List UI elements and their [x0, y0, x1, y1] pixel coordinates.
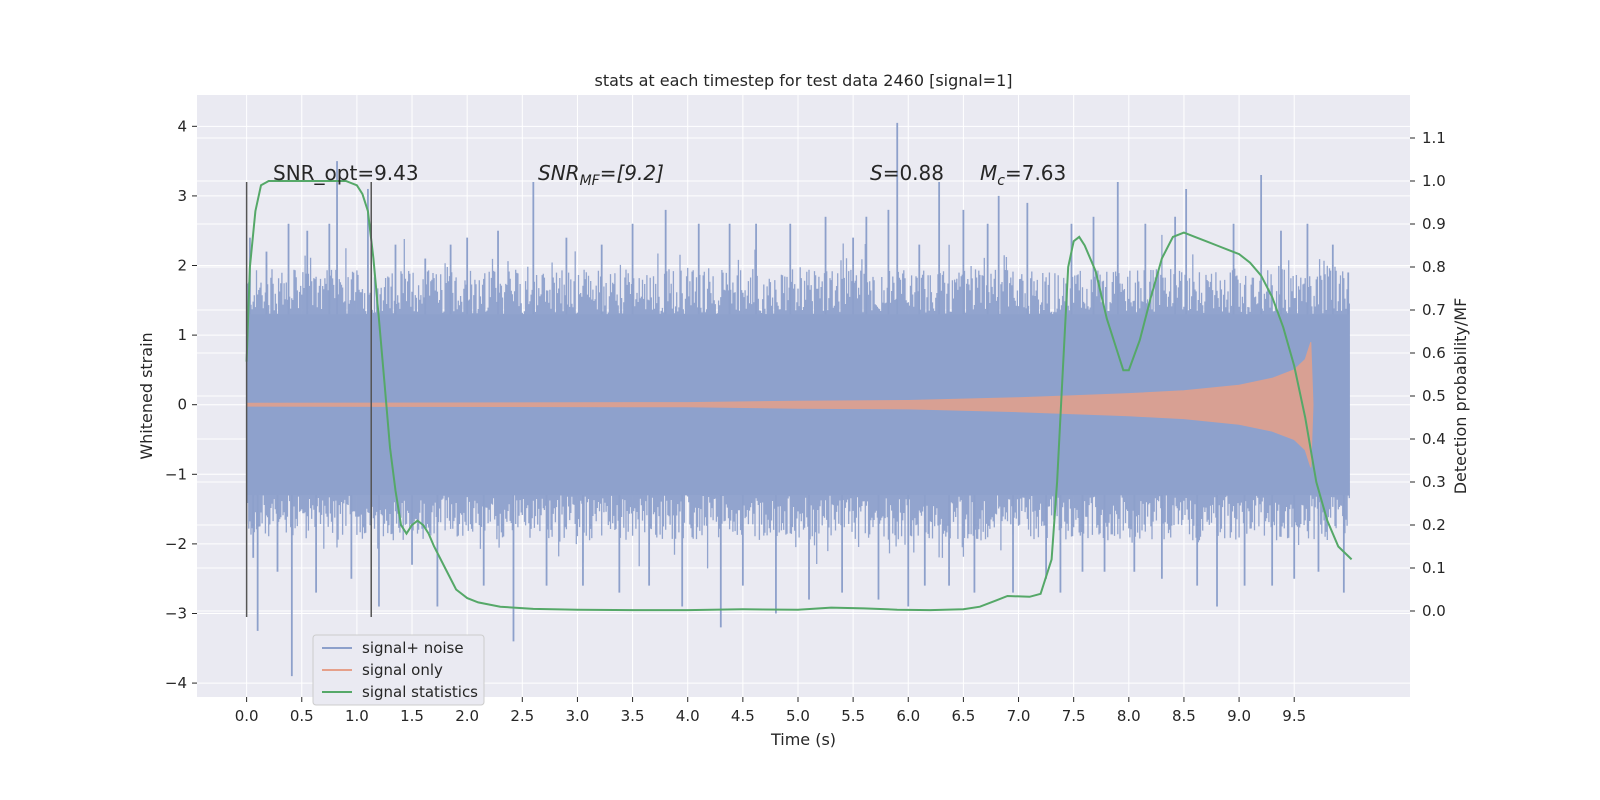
- y-right-tick-label: 1.0: [1422, 172, 1446, 190]
- y-right-tick-label: 1.1: [1422, 129, 1446, 147]
- x-tick-label: 9.5: [1282, 707, 1306, 725]
- x-tick-label: 0.5: [290, 707, 314, 725]
- right-y-axis-label: Detection probability/MF: [1451, 298, 1470, 495]
- y-tick-label: 1: [177, 326, 187, 344]
- annotation-s-value: =0.88: [883, 161, 944, 185]
- y-right-tick-label: 0.6: [1422, 344, 1446, 362]
- annotation-mc-value: =7.63: [1005, 161, 1066, 185]
- x-tick-label: 8.0: [1117, 707, 1141, 725]
- y-tick-label: 0: [177, 396, 187, 414]
- y-tick-label: −4: [165, 674, 187, 692]
- x-tick-label: 7.5: [1062, 707, 1086, 725]
- annotation-snr-mf-value: =[9.2]: [600, 161, 664, 185]
- x-tick-label: 3.5: [621, 707, 645, 725]
- chart-title: stats at each timestep for test data 246…: [594, 71, 1012, 90]
- y-right-tick-label: 0.1: [1422, 559, 1446, 577]
- vertical-markers: [245, 181, 372, 617]
- annotation-mc-symbol: M: [980, 161, 997, 185]
- y-tick-label: 4: [177, 117, 187, 135]
- y-right-tick-label: 0.0: [1422, 602, 1446, 620]
- x-tick-label: 4.5: [731, 707, 755, 725]
- y-tick-label: 2: [177, 257, 187, 275]
- y-tick-label: −2: [165, 535, 187, 553]
- y-right-tick-label: 0.9: [1422, 215, 1446, 233]
- legend-label-signal-plus-noise: signal+ noise: [362, 639, 464, 657]
- annotation-s-symbol: S: [870, 161, 883, 185]
- annotation-mc: Mc=7.63: [980, 161, 1066, 189]
- y-tick-label: −3: [165, 604, 187, 622]
- x-tick-label: 3.0: [566, 707, 590, 725]
- annotation-mc-subscript: c: [997, 173, 1005, 189]
- legend: signal+ noise signal only signal statist…: [312, 634, 485, 706]
- x-tick-label: 0.0: [235, 707, 259, 725]
- x-tick-label: 6.0: [896, 707, 920, 725]
- signal-envelope: [246, 341, 1314, 468]
- x-tick-label: 7.0: [1007, 707, 1031, 725]
- x-tick-label: 8.5: [1172, 707, 1196, 725]
- y-right-tick-label: 0.7: [1422, 301, 1446, 319]
- x-axis-label: Time (s): [770, 730, 836, 749]
- series-signal-statistics: [245, 180, 1353, 612]
- annotation-snr-mf-symbol: SNR: [538, 161, 580, 185]
- legend-box: [312, 634, 485, 706]
- x-tick-label: 9.0: [1227, 707, 1251, 725]
- x-tick-label: 2.5: [510, 707, 534, 725]
- x-tick-label: 2.0: [455, 707, 479, 725]
- tick-labels: 0.0 0.5 1.0 1.5 2.0 2.5 3.0 3.5 4.0 4.5 5.0 5.5 6.0 6…: [165, 117, 1446, 725]
- annotation-snr-mf: SNRMF=[9.2]: [538, 161, 664, 189]
- x-tick-label: 4.0: [676, 707, 700, 725]
- y-right-tick-label: 0.5: [1422, 387, 1446, 405]
- y-right-tick-label: 0.4: [1422, 430, 1446, 448]
- legend-label-signal-only: signal only: [362, 661, 443, 679]
- y-tick-label: 3: [177, 187, 187, 205]
- y-right-tick-label: 0.3: [1422, 473, 1446, 491]
- legend-label-signal-statistics: signal statistics: [362, 683, 478, 701]
- signal-statistics-line: [245, 180, 1353, 612]
- x-tick-label: 6.5: [951, 707, 975, 725]
- x-tick-label: 5.0: [786, 707, 810, 725]
- x-tick-label: 1.0: [345, 707, 369, 725]
- y-axis-label: Whitened strain: [137, 332, 156, 459]
- annotation-s: S=0.88: [870, 161, 944, 185]
- annotation-snr-opt: SNR_opt=9.43: [273, 161, 419, 185]
- y-right-tick-label: 0.8: [1422, 258, 1446, 276]
- x-tick-label: 1.5: [400, 707, 424, 725]
- y-right-tick-label: 0.2: [1422, 516, 1446, 534]
- annotation-snr-mf-subscript: MF: [580, 173, 601, 189]
- x-tick-label: 5.5: [841, 707, 865, 725]
- series-signal-only: [246, 341, 1314, 468]
- y-tick-label: −1: [165, 465, 187, 483]
